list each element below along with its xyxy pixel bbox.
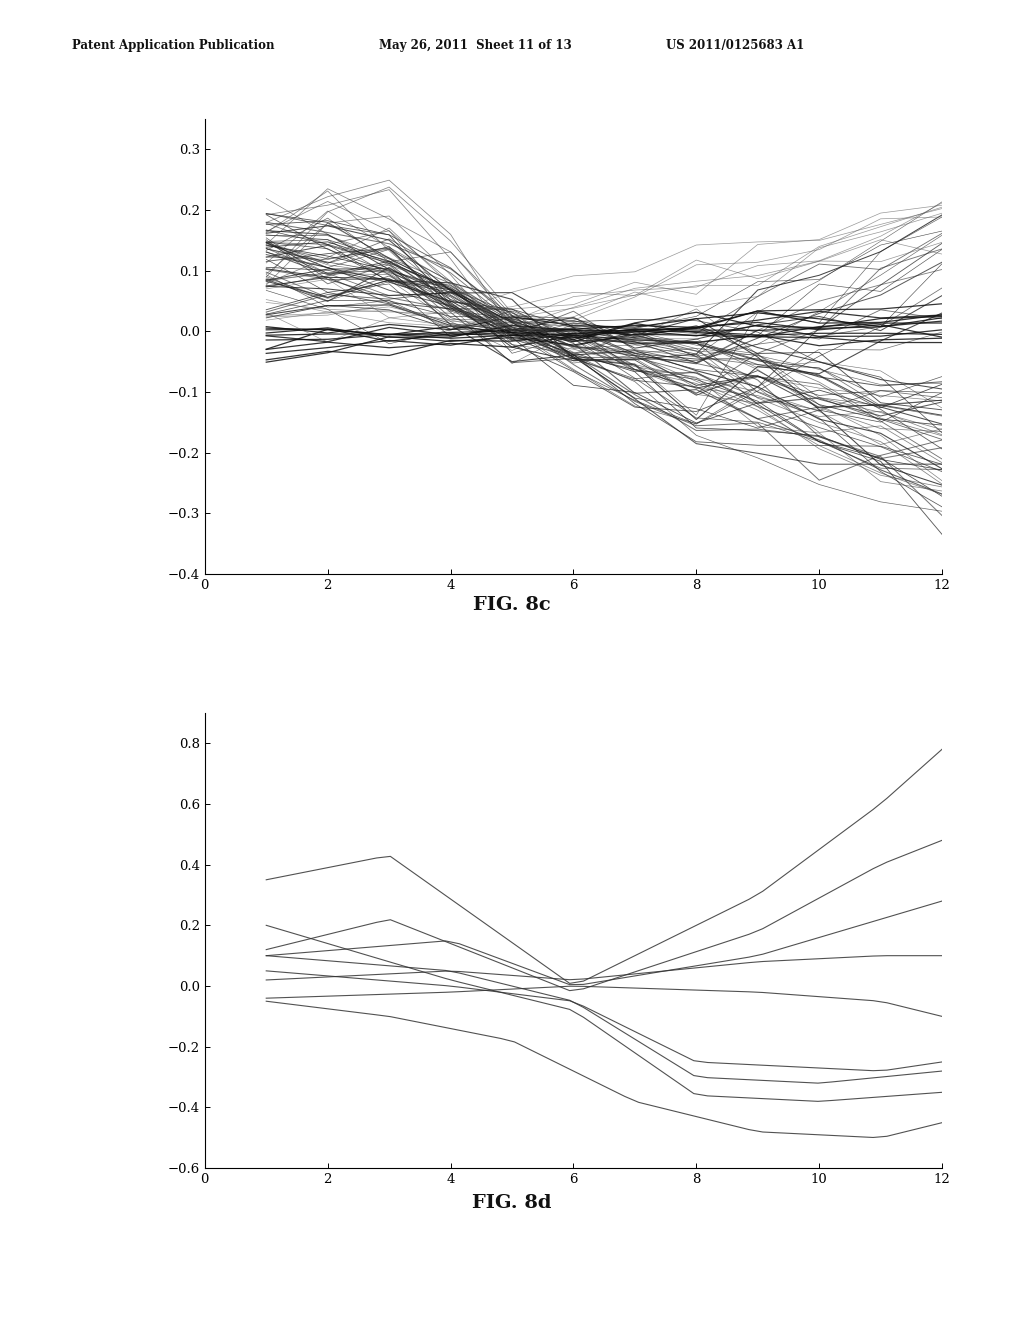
Text: US 2011/0125683 A1: US 2011/0125683 A1 bbox=[666, 38, 804, 51]
Text: May 26, 2011  Sheet 11 of 13: May 26, 2011 Sheet 11 of 13 bbox=[379, 38, 571, 51]
Text: FIG. 8d: FIG. 8d bbox=[472, 1193, 552, 1212]
Text: Patent Application Publication: Patent Application Publication bbox=[72, 38, 274, 51]
Text: FIG. 8c: FIG. 8c bbox=[473, 595, 551, 614]
